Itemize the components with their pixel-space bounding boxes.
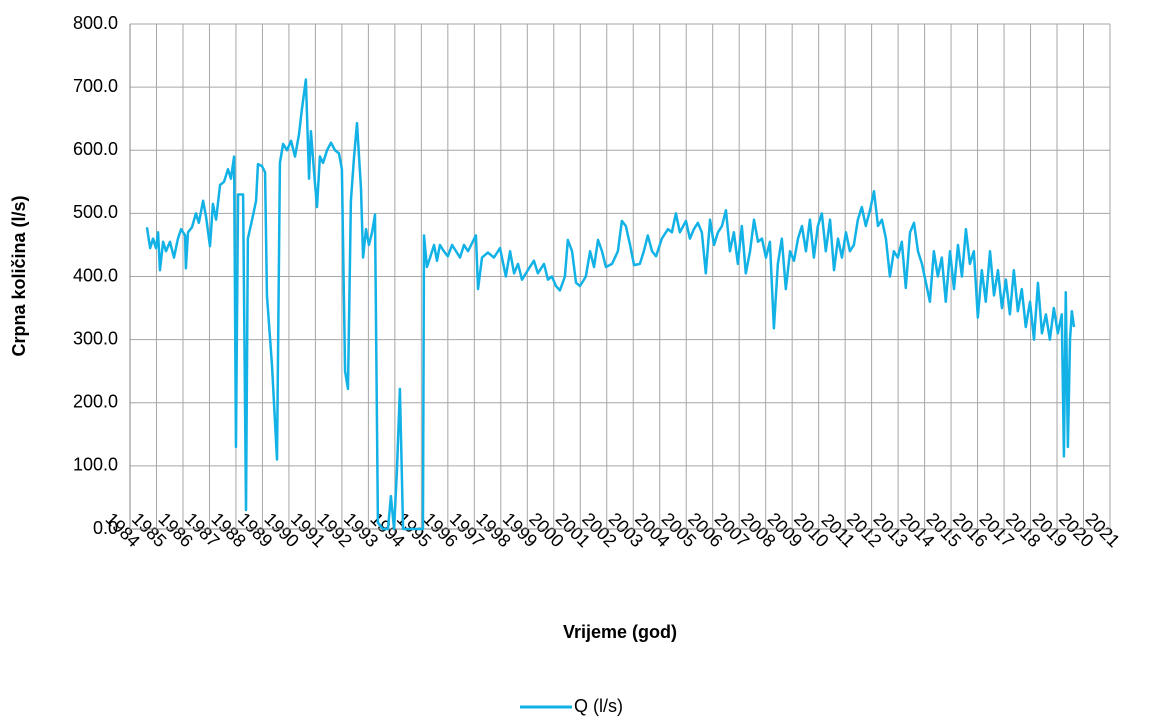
- data-line: [145, 78, 1076, 531]
- y-tick-label: 200.0: [73, 392, 118, 412]
- y-tick-label: 100.0: [73, 455, 118, 475]
- legend-label: Q (l/s): [574, 696, 623, 716]
- y-tick-label: 0.0: [93, 518, 118, 538]
- y-tick-label: 400.0: [73, 265, 118, 285]
- y-tick-label: 800.0: [73, 13, 118, 33]
- x-axis-title: Vrijeme (god): [563, 622, 677, 642]
- y-tick-label: 500.0: [73, 202, 118, 222]
- y-tick-label: 300.0: [73, 328, 118, 348]
- y-tick-label: 700.0: [73, 76, 118, 96]
- y-axis-title: Crpna količina (l/s): [9, 195, 29, 356]
- y-tick-label: 600.0: [73, 139, 118, 159]
